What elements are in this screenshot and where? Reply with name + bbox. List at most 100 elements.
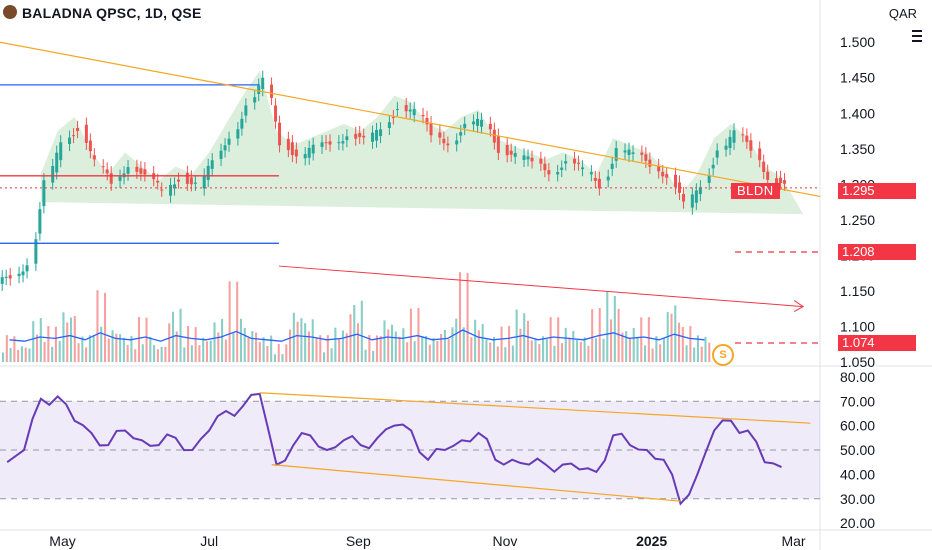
volume-bar xyxy=(187,326,190,362)
candle-body xyxy=(488,123,492,130)
candle-body xyxy=(34,239,38,264)
rsi-channel-upper xyxy=(259,392,811,424)
volume-bar xyxy=(357,323,360,362)
menu-icon[interactable] xyxy=(912,30,922,42)
rsi-tick-label: 30.00 xyxy=(840,491,875,507)
candle-body xyxy=(425,117,429,125)
volume-bar xyxy=(379,336,382,362)
volume-bar xyxy=(326,335,329,362)
volume-bar xyxy=(515,309,518,362)
volume-bar xyxy=(693,347,696,362)
volume-bar xyxy=(621,332,624,362)
volume-bar xyxy=(455,318,458,362)
price-tick-label: 1.250 xyxy=(840,212,875,228)
rsi-tick-label: 70.00 xyxy=(840,393,875,409)
candle-body xyxy=(105,169,109,174)
candle-body xyxy=(371,132,375,142)
volume-bar xyxy=(644,345,647,362)
volume-bar xyxy=(402,328,405,362)
candle-body xyxy=(513,153,517,157)
volume-bar xyxy=(190,345,193,362)
volume-bar xyxy=(281,354,284,362)
volume-bar xyxy=(20,346,23,362)
volume-bar xyxy=(262,337,265,362)
candle-body xyxy=(732,130,736,143)
volume-bar xyxy=(239,318,243,362)
volume-bar xyxy=(51,346,54,362)
price-tick-label: 1.100 xyxy=(840,318,875,334)
candle-body xyxy=(783,180,787,184)
volume-bar xyxy=(704,336,707,362)
candle-body xyxy=(135,166,139,172)
volume-bar xyxy=(409,308,412,362)
ticker-badge: BLDN xyxy=(731,183,780,199)
candle-body xyxy=(455,140,459,145)
volume-bar xyxy=(141,344,144,362)
volume-bar xyxy=(47,326,50,362)
volume-bar xyxy=(519,328,522,362)
volume-bar xyxy=(387,329,390,362)
rsi-tick-label: 50.00 xyxy=(840,442,875,458)
candle-body xyxy=(328,141,332,145)
volume-bar xyxy=(360,300,363,362)
volume-bar xyxy=(198,345,201,362)
candle-body xyxy=(741,134,745,136)
volume-bar xyxy=(583,337,586,362)
candle-body xyxy=(270,84,274,98)
candle-body xyxy=(509,150,513,155)
volume-bar xyxy=(372,350,375,362)
candle-body xyxy=(8,275,12,279)
candle-body xyxy=(391,117,395,119)
volume-bar xyxy=(406,342,409,362)
candle-body xyxy=(496,135,500,153)
volume-bar xyxy=(111,330,114,362)
candle-body xyxy=(530,157,534,162)
volume-bar xyxy=(390,324,394,362)
volume-bar xyxy=(436,340,439,362)
candle-body xyxy=(354,133,358,139)
volume-bar xyxy=(443,329,446,362)
candle-body xyxy=(472,121,476,125)
volume-bar xyxy=(553,345,556,362)
candle-body xyxy=(337,142,341,144)
volume-bar xyxy=(670,313,673,362)
volume-bar xyxy=(341,330,344,362)
s-marker-icon[interactable]: S xyxy=(712,344,734,366)
volume-bar xyxy=(300,318,303,362)
candle-body xyxy=(711,164,715,169)
volume-bar xyxy=(557,317,560,362)
candle-body xyxy=(0,277,4,284)
volume-bar xyxy=(164,346,167,362)
candle-body xyxy=(4,276,8,278)
candle-body xyxy=(219,150,223,159)
candle-body xyxy=(573,158,577,164)
volume-bar xyxy=(375,335,378,362)
volume-bar xyxy=(96,290,99,362)
candle-body xyxy=(640,152,644,155)
candle-body xyxy=(261,77,265,90)
candle-body xyxy=(539,158,543,164)
candle-body xyxy=(169,184,173,196)
candle-body xyxy=(274,105,278,122)
candle-body xyxy=(25,265,29,272)
volume-bar xyxy=(417,308,420,362)
volume-bar xyxy=(115,333,118,362)
volume-bar xyxy=(205,341,209,362)
candle-body xyxy=(358,133,362,137)
volume-bar xyxy=(122,337,125,362)
candle-body xyxy=(463,123,467,129)
candle-body xyxy=(581,167,585,170)
volume-bar xyxy=(474,319,477,362)
chart-title: BALADNA QPSC, 1D, QSE xyxy=(22,5,202,21)
candle-body xyxy=(593,177,597,181)
candle-body xyxy=(173,184,177,189)
candle-body xyxy=(648,159,652,167)
candle-body xyxy=(240,118,244,129)
candle-body xyxy=(674,174,678,188)
volume-bar xyxy=(145,317,148,362)
candle-body xyxy=(446,143,450,146)
volume-bar xyxy=(39,318,42,362)
volume-bar xyxy=(538,344,541,362)
volume-bar xyxy=(560,343,564,362)
